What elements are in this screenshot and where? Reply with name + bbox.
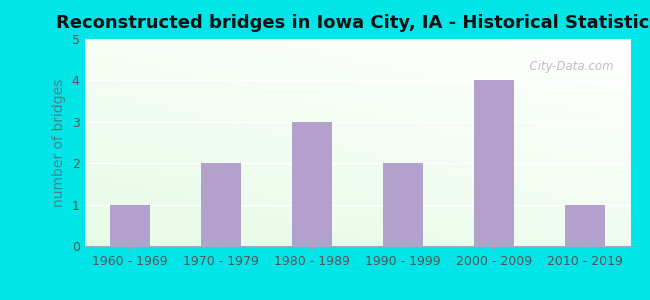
Y-axis label: number of bridges: number of bridges: [52, 78, 66, 207]
Bar: [200, 163, 242, 246]
Bar: [291, 122, 333, 246]
Bar: [382, 163, 424, 246]
Title: Reconstructed bridges in Iowa City, IA - Historical Statistics: Reconstructed bridges in Iowa City, IA -…: [55, 14, 650, 32]
Bar: [565, 205, 606, 246]
Bar: [473, 80, 514, 246]
Bar: [109, 205, 151, 246]
Text: City-Data.com: City-Data.com: [523, 60, 614, 73]
